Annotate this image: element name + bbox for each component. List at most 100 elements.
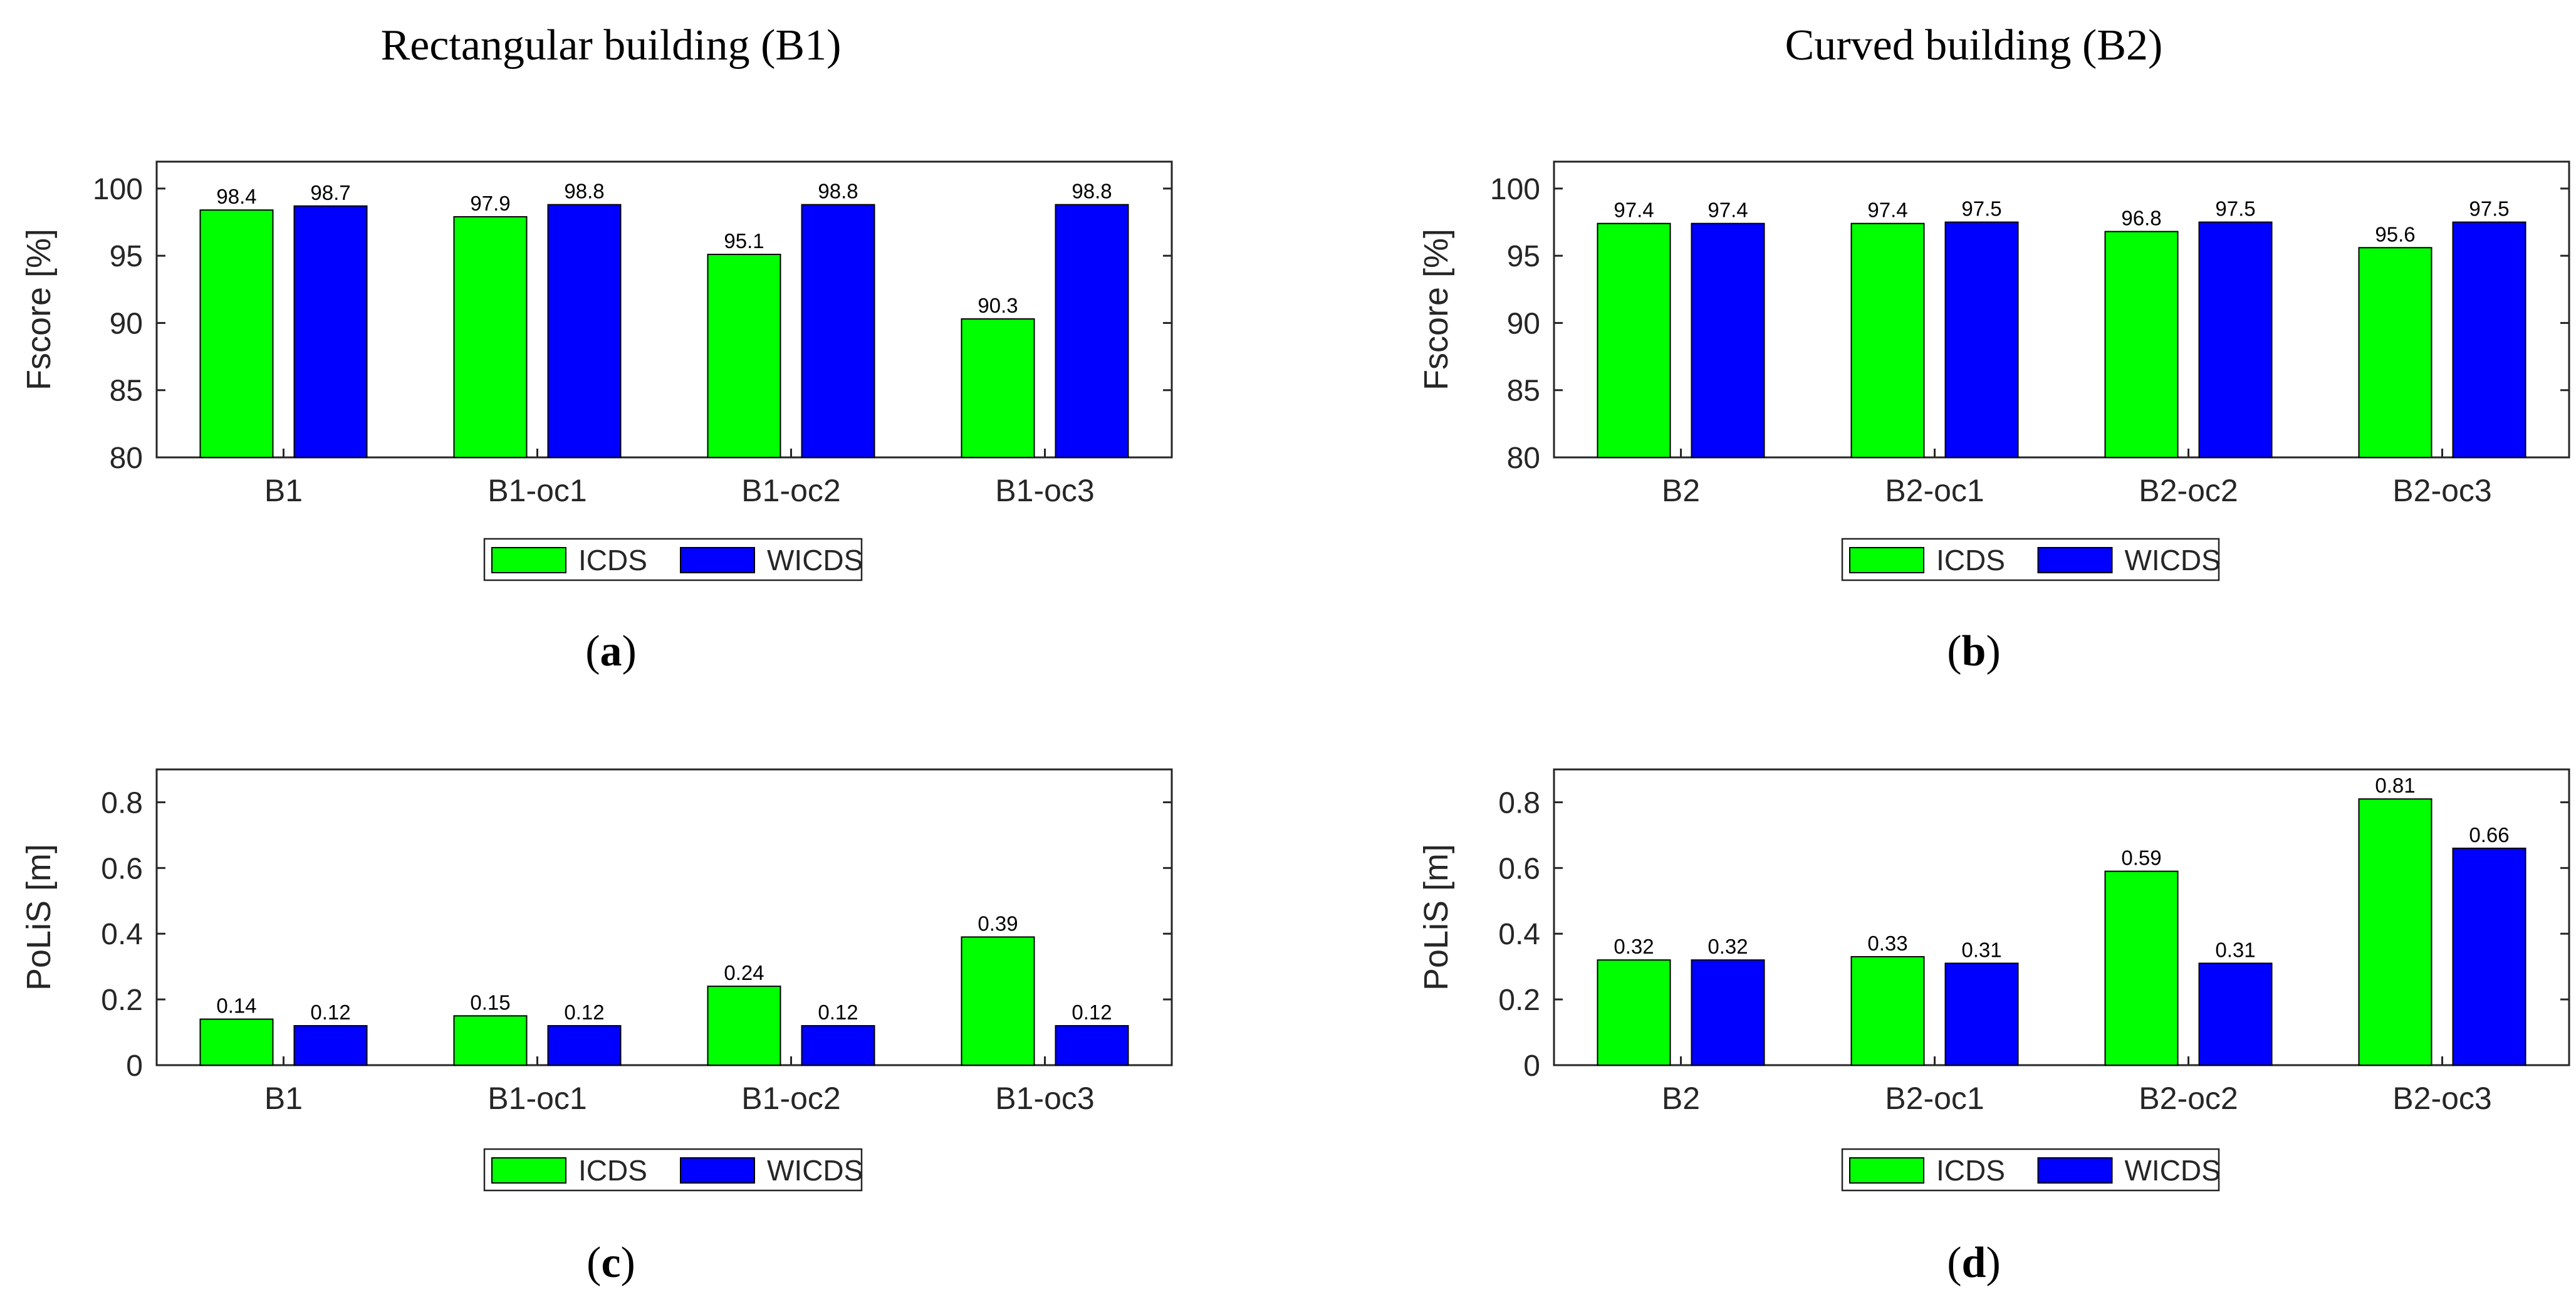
chart-panel-d: 0 0.2 0.4 0.6 0.8 PoLiS [m] B2 0.32 0.32 B2-oc1 0.…: [1417, 768, 2570, 1287]
y-tick-label: 0: [126, 1049, 143, 1083]
data-label: 98.8: [1072, 180, 1112, 203]
panel-caption: (b): [1947, 627, 2001, 675]
y-tick-label: 0.2: [1498, 984, 1540, 1017]
x-tick-label: B2: [1662, 473, 1700, 508]
chart-panel-a: 80 85 90 95 100 Fscore [%] B1 98.4 98.7 B1-oc1 97.…: [20, 160, 1173, 675]
y-tick-label: 0.2: [101, 984, 143, 1017]
data-label: 0.12: [818, 1001, 858, 1024]
legend-swatch-icds: [491, 547, 566, 573]
data-label: 95.6: [2375, 222, 2415, 246]
legend-label-wicds: WICDS: [767, 1154, 863, 1187]
bar-wicds-b2-oc3: [2452, 847, 2526, 1066]
data-label: 0.81: [2375, 774, 2415, 797]
data-label: 95.1: [724, 229, 764, 253]
legend-label-wicds: WICDS: [2125, 544, 2221, 576]
y-tick-label: 0.8: [101, 786, 143, 820]
bar-wicds-b2-oc2: [2198, 962, 2273, 1066]
bar-wicds-b2-oc3: [2452, 221, 2526, 458]
y-tick-label: 0.6: [1498, 852, 1540, 885]
data-label: 98.4: [216, 185, 256, 208]
legend-label-wicds: WICDS: [2125, 1154, 2221, 1187]
bar-icds-b1-oc2: [707, 254, 781, 458]
data-label: 0.32: [1614, 935, 1654, 958]
y-tick-label: 0.8: [1498, 786, 1540, 820]
data-label: 0.59: [2121, 846, 2161, 870]
chart-panel-c: 0 0.2 0.4 0.6 0.8 PoLiS [m] B1 0.14 0.12 B1-oc1 0.…: [20, 768, 1173, 1287]
data-label: 0.39: [978, 912, 1018, 935]
bar-icds-b1-oc1: [453, 1015, 528, 1066]
legend: ICDS WICDS: [483, 1148, 863, 1192]
data-label: 98.7: [310, 181, 350, 204]
y-tick-label: 0.4: [1498, 918, 1540, 951]
panel-caption: (a): [585, 627, 637, 675]
data-label: 97.4: [1614, 199, 1654, 222]
bar-wicds-b1-oc2: [801, 1025, 875, 1066]
bar-icds-b1-oc2: [707, 986, 781, 1066]
heading-left: Rectangular building (B1): [381, 21, 842, 70]
data-label: 90.3: [978, 294, 1018, 317]
bar-wicds-b1: [293, 1025, 368, 1066]
legend-swatch-wicds: [2037, 1157, 2113, 1184]
x-tick-label: B1-oc2: [741, 1081, 840, 1116]
bar-icds-b2-oc1: [1850, 222, 1925, 458]
x-tick-label: B1: [264, 473, 303, 508]
bar-icds-b1: [199, 1018, 274, 1066]
bar-icds-b1-oc3: [961, 318, 1035, 458]
y-tick-label: 0: [1523, 1049, 1540, 1083]
y-axis-label: Fscore [%]: [1417, 229, 1455, 390]
legend: ICDS WICDS: [483, 538, 863, 581]
legend-swatch-wicds: [2037, 547, 2113, 573]
data-label: 0.31: [2215, 938, 2255, 961]
x-tick-label: B2-oc3: [2392, 473, 2491, 508]
bar-icds-b2: [1597, 959, 1671, 1066]
x-tick-label: B2-oc3: [2392, 1081, 2491, 1116]
legend-swatch-wicds: [680, 1157, 755, 1184]
bar-wicds-b1: [293, 205, 368, 458]
data-label: 0.32: [1708, 935, 1748, 958]
bar-wicds-b1-oc3: [1055, 1025, 1129, 1066]
y-tick-label: 95: [110, 240, 143, 273]
data-label: 0.14: [216, 994, 256, 1018]
bar-wicds-b2-oc1: [1944, 962, 2019, 1066]
y-tick-label: 95: [1507, 240, 1540, 273]
legend-swatch-icds: [1849, 547, 1924, 573]
data-label: 96.8: [2121, 207, 2161, 230]
x-tick-label: B2-oc1: [1885, 1081, 1984, 1116]
y-axis-label: PoLiS [m]: [1417, 844, 1455, 991]
data-label: 0.12: [564, 1001, 604, 1024]
data-label: 0.12: [310, 1001, 350, 1024]
legend-label-icds: ICDS: [578, 1154, 647, 1187]
y-tick-label: 0.4: [101, 918, 143, 951]
x-tick-label: B1-oc2: [741, 473, 840, 508]
data-label: 98.8: [564, 180, 604, 203]
panel-caption: (c): [587, 1239, 635, 1287]
bar-icds-b2-oc2: [2104, 231, 2179, 458]
chart-panel-b: 80 85 90 95 100 Fscore [%] B2 97.4 97.4 B2-oc1 97.…: [1417, 160, 2570, 675]
bar-icds-b1: [199, 209, 274, 458]
bar-icds-b1-oc3: [961, 936, 1035, 1066]
data-label: 97.5: [2215, 197, 2255, 221]
legend-label-icds: ICDS: [1936, 544, 2005, 576]
data-label: 0.24: [724, 961, 764, 984]
y-tick-label: 0.6: [101, 852, 143, 885]
legend: ICDS WICDS: [1841, 1148, 2221, 1192]
x-tick-label: B2: [1662, 1081, 1700, 1116]
bar-wicds-b1-oc2: [801, 204, 875, 458]
legend-swatch-icds: [491, 1157, 566, 1184]
bar-icds-b2-oc3: [2358, 247, 2433, 458]
x-tick-label: B2-oc2: [2139, 473, 2238, 508]
bar-icds-b2-oc2: [2104, 870, 2179, 1066]
bar-icds-b2-oc1: [1850, 956, 1925, 1066]
bar-wicds-b1-oc3: [1055, 204, 1129, 458]
data-label: 0.15: [470, 991, 510, 1014]
data-label: 0.31: [1961, 938, 2001, 961]
y-axis-label: PoLiS [m]: [20, 844, 58, 991]
legend-label-wicds: WICDS: [767, 544, 863, 576]
heading-right: Curved building (B2): [1785, 21, 2163, 70]
data-label: 0.33: [1867, 932, 1907, 955]
legend-label-icds: ICDS: [578, 544, 647, 576]
bar-wicds-b1-oc1: [547, 204, 622, 458]
bar-icds-b2: [1597, 222, 1671, 458]
y-axis-label: Fscore [%]: [20, 229, 58, 390]
